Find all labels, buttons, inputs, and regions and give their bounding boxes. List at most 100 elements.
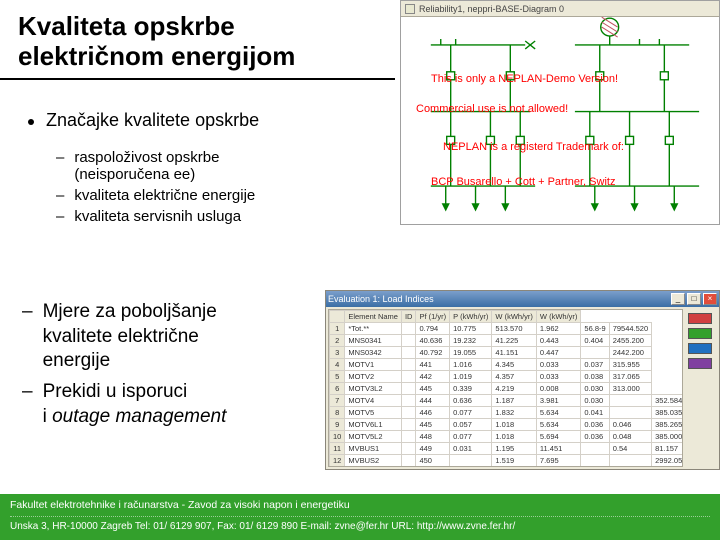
cell: 0.038	[581, 371, 609, 383]
dash-icon: –	[56, 208, 64, 225]
column-header[interactable]: W (kWh/yr)	[492, 311, 537, 323]
dash-icon: –	[56, 187, 64, 204]
dash-icon: –	[22, 300, 33, 325]
content-left: Značajke kvalitete opskrbe – raspoloživo…	[28, 110, 388, 229]
table-row[interactable]: 3MNS034240.79219.05541.1510.4472442.200	[330, 347, 684, 359]
column-header[interactable]	[330, 311, 345, 323]
bullet-1: Značajke kvalitete opskrbe	[28, 110, 388, 131]
cell: MOTV3L2	[345, 383, 402, 395]
cell: 41.151	[492, 347, 537, 359]
window-buttons: _ □ ×	[671, 293, 717, 305]
footer: Fakultet elektrotehnike i računarstva - …	[0, 494, 720, 540]
sub-2b-l2-pre: i	[43, 406, 53, 427]
cell: 5	[330, 371, 345, 383]
cell	[401, 467, 416, 468]
data-table: Element NameIDPf (1/yr)P (kWh/yr)W (kWh/…	[329, 310, 683, 467]
table-row[interactable]: 2MNS034140.63619.23241.2250.4430.4042455…	[330, 335, 684, 347]
cell: 81.157	[652, 443, 683, 455]
cell: 40.636	[416, 335, 450, 347]
cell: 0.031	[450, 467, 492, 468]
data-grid[interactable]: Element NameIDPf (1/yr)P (kWh/yr)W (kWh/…	[328, 309, 683, 467]
table-row[interactable]: 7MOTV44440.6361.1873.9810.030352.584	[330, 395, 684, 407]
watermark-3: NEPLAN is a registerd Trademark of:	[443, 141, 624, 153]
table-window: Evaluation 1: Load Indices _ □ × Element…	[325, 290, 720, 470]
dash-icon: –	[22, 380, 33, 405]
watermark-4: BCP Busarello + Cott + Partner, Switz	[431, 176, 615, 188]
minimize-button[interactable]: _	[671, 293, 685, 305]
cell: 11.451	[536, 443, 581, 455]
watermark-2: Commercial use is not allowed!	[416, 103, 568, 115]
cell: 0.057	[450, 419, 492, 431]
table-row[interactable]: 5MOTV24421.0194.3570.0330.038317.065	[330, 371, 684, 383]
maximize-button[interactable]: □	[687, 293, 701, 305]
cell: 385.265	[652, 419, 683, 431]
cell: 352.584	[652, 395, 683, 407]
cell: 385.035	[652, 407, 683, 419]
cell: MOTV2	[345, 371, 402, 383]
legend-chip-3	[688, 343, 712, 354]
cell	[401, 395, 416, 407]
cell: MVBUS1	[345, 443, 402, 455]
cell: 19.232	[450, 335, 492, 347]
table-row[interactable]: 12MVBUS24501.5197.6952992.058	[330, 455, 684, 467]
legend-chip-1	[688, 313, 712, 324]
table-body: Element NameIDPf (1/yr)P (kWh/yr)W (kWh/…	[326, 307, 719, 469]
table-row[interactable]: 1*Tot.**0.79410.775513.5701.96256.8-9795…	[330, 323, 684, 335]
sub-1a-paren: (neisporučena ee)	[74, 166, 195, 183]
table-row[interactable]: 6MOTV3L24450.3394.2190.0080.030313.000	[330, 383, 684, 395]
cell: 0.443	[536, 335, 581, 347]
column-header[interactable]: Pf (1/yr)	[416, 311, 450, 323]
cell: 3	[330, 347, 345, 359]
sub-2a-l3: energije	[43, 350, 111, 371]
cell	[401, 371, 416, 383]
cell	[581, 455, 609, 467]
cell: 2442.200	[609, 347, 651, 359]
table-titlebar: Evaluation 1: Load Indices _ □ ×	[326, 291, 719, 307]
cell: 0.037	[581, 359, 609, 371]
table-row[interactable]: 11MVBUS14490.0311.19511.4510.5481.157	[330, 443, 684, 455]
cell: 0.404	[581, 335, 609, 347]
cell: 4.219	[492, 383, 537, 395]
column-header[interactable]: P (kWh/yr)	[450, 311, 492, 323]
cell: 1.832	[492, 407, 537, 419]
column-header[interactable]: W (kWh/yr)	[536, 311, 581, 323]
cell: 0.031	[450, 443, 492, 455]
cell: 8	[330, 407, 345, 419]
cell	[609, 455, 651, 467]
footer-line1: Fakultet elektrotehnike i računarstva - …	[10, 498, 710, 517]
cell: 1.187	[492, 395, 537, 407]
slide-title: Kvaliteta opskrbe električnom energijom	[0, 0, 395, 80]
column-header[interactable]: ID	[401, 311, 416, 323]
cell: 1.018	[492, 431, 537, 443]
cell: 0.008	[536, 383, 581, 395]
sub-1b: – kvaliteta električne energije	[56, 187, 388, 204]
sub-group-1: – raspoloživost opskrbe (neisporučena ee…	[56, 149, 388, 225]
cell	[609, 407, 651, 419]
cell: 13	[330, 467, 345, 468]
cell: 2031.944	[652, 467, 683, 468]
column-header[interactable]: Element Name	[345, 311, 402, 323]
legend-chip-2	[688, 328, 712, 339]
table-row[interactable]: 13MVBUS34510.0311.30043.6770.2472031.944	[330, 467, 684, 468]
cell: 43.677	[536, 467, 581, 468]
cell	[581, 467, 609, 468]
table-row[interactable]: 9MOTV6L14450.0571.0185.6340.0360.046385.…	[330, 419, 684, 431]
sub-1a: – raspoloživost opskrbe (neisporučena ee…	[56, 149, 388, 183]
cell: 0.036	[581, 431, 609, 443]
footer-line2: Unska 3, HR-10000 Zagreb Tel: 01/ 6129 9…	[10, 520, 710, 534]
cell: 0.033	[536, 371, 581, 383]
table-row[interactable]: 10MOTV5L24480.0771.0185.6940.0360.048385…	[330, 431, 684, 443]
cell: 0.794	[416, 323, 450, 335]
sub-1b-text: kvaliteta električne energije	[74, 187, 255, 204]
cell	[609, 395, 651, 407]
close-button[interactable]: ×	[703, 293, 717, 305]
cell: 445	[416, 383, 450, 395]
table-row[interactable]: 4MOTV14411.0164.3450.0330.037315.955	[330, 359, 684, 371]
cell: 449	[416, 443, 450, 455]
table-row[interactable]: 8MOTV54460.0771.8325.6340.041385.035	[330, 407, 684, 419]
sub-2b-l2-em: outage management	[52, 406, 226, 427]
cell: 1.195	[492, 443, 537, 455]
cell: 7	[330, 395, 345, 407]
cell: MOTV5L2	[345, 431, 402, 443]
cell	[401, 419, 416, 431]
